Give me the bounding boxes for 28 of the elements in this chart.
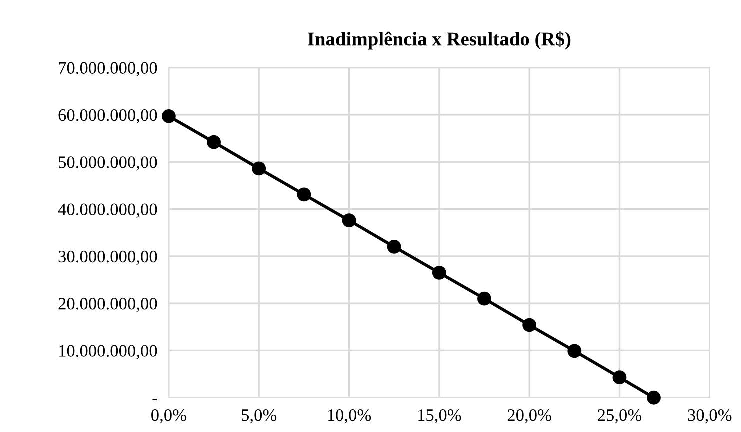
point	[522, 318, 537, 332]
point	[387, 240, 402, 254]
chart-title: Inadimplência x Resultado (R$)	[308, 32, 571, 50]
y-tick-label: 60.000.000,00	[58, 109, 158, 124]
y-tick-label: 70.000.000,00	[59, 62, 158, 77]
x-tick-label: 20,0%	[508, 409, 552, 424]
x-tick-label: 15,0%	[418, 409, 462, 424]
point	[162, 109, 176, 124]
x-tick-label: 30,0%	[688, 409, 732, 424]
y-tick-label: 50.000.000,00	[59, 156, 158, 171]
point	[432, 266, 446, 280]
point	[342, 214, 356, 228]
x-tick-label: 5,0%	[242, 409, 277, 424]
y-tick-label: 30.000.000,00	[58, 250, 158, 266]
point	[612, 370, 627, 385]
point	[478, 292, 492, 306]
y-tick-label: -	[152, 399, 158, 400]
point	[647, 390, 661, 405]
x-tick-label: 0,0%	[152, 409, 186, 424]
x-tick-label: 25,0%	[598, 409, 642, 424]
y-tick-label: 20.000.000,00	[58, 298, 158, 312]
point	[252, 162, 266, 176]
point	[207, 135, 221, 150]
point	[568, 344, 582, 358]
point	[297, 188, 312, 202]
y-tick-label: 10.000.000,00	[60, 345, 158, 360]
x-tick-label: 10,0%	[328, 409, 372, 424]
y-tick-label: 40.000.000,00	[58, 204, 158, 218]
